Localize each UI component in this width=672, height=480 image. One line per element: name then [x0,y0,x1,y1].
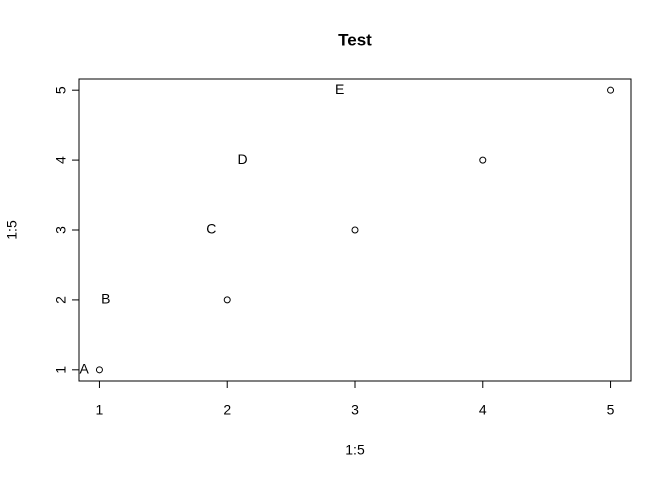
y-tick-label: 5 [53,86,69,94]
point [607,86,615,94]
y-tick-label: 2 [53,296,69,304]
point [479,156,487,164]
y-axis-label: 1:5 [4,220,20,240]
point [351,226,359,234]
x-tick-label: 5 [607,402,615,418]
y-tick-label: 1 [53,366,69,374]
y-tick-label: 4 [53,156,69,164]
x-tick-label: 3 [351,402,359,418]
annotation: C [206,221,216,237]
x-tick-label: 1 [96,402,104,418]
chart-title: Test [338,30,372,49]
x-axis-label: 1:5 [345,442,365,458]
plot-box [78,78,632,382]
annotation: B [101,291,110,307]
annotation: A [79,361,89,377]
x-tick-label: 2 [223,402,231,418]
x-tick-label: 4 [479,402,487,418]
y-tick-label: 3 [53,226,69,234]
annotation: D [237,151,247,167]
point [223,296,231,304]
point [95,366,103,374]
annotation: E [335,81,344,97]
